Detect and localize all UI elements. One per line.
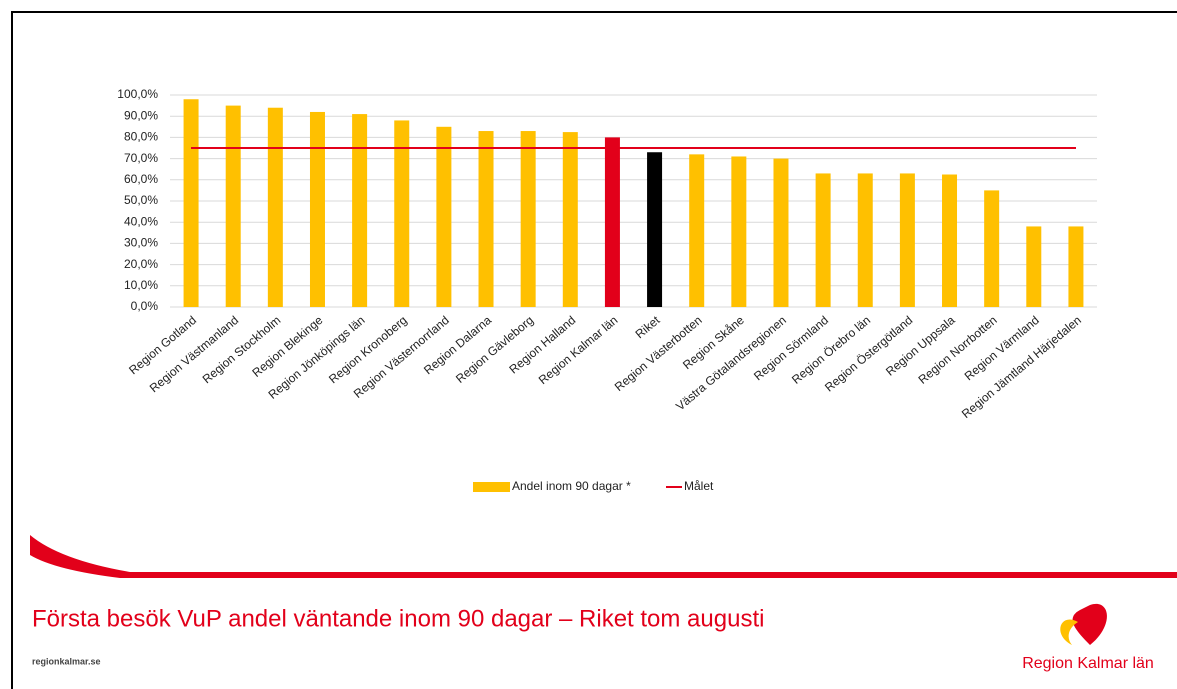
bar [394, 120, 410, 307]
legend-swatch [473, 482, 510, 492]
bar [942, 174, 958, 307]
bar [899, 173, 915, 307]
bar [562, 132, 578, 307]
bar [857, 173, 873, 307]
bar [773, 158, 789, 307]
footer-url: regionkalmar.se [32, 656, 101, 666]
bar [352, 114, 368, 307]
bar [604, 137, 620, 307]
bar [436, 126, 452, 307]
logo-heart [1072, 603, 1107, 645]
bar [984, 190, 1000, 307]
y-tick-label: 70,0% [124, 151, 158, 165]
y-tick-label: 60,0% [124, 172, 158, 186]
y-tick-label: 20,0% [124, 257, 158, 271]
legend-label: Andel inom 90 dagar * [512, 479, 631, 493]
bar [183, 99, 199, 308]
bar [478, 131, 494, 307]
y-tick-label: 100,0% [117, 87, 158, 101]
logo-leaf [1060, 619, 1078, 645]
bar [1068, 226, 1084, 307]
y-tick-label: 0,0% [131, 299, 159, 313]
footer-title: Första besök VuP andel väntande inom 90 … [32, 605, 764, 632]
bar [225, 105, 241, 307]
bar [267, 107, 283, 307]
logo-text: Region Kalmar län [1022, 655, 1154, 672]
bar [1026, 226, 1042, 307]
y-tick-label: 10,0% [124, 278, 158, 292]
bar [647, 152, 663, 307]
y-tick-label: 80,0% [124, 130, 158, 144]
y-tick-label: 40,0% [124, 214, 158, 228]
y-tick-label: 30,0% [124, 236, 158, 250]
bar [520, 131, 536, 307]
bar [731, 156, 747, 307]
y-tick-label: 50,0% [124, 193, 158, 207]
bar [815, 173, 831, 307]
y-tick-label: 90,0% [124, 108, 158, 122]
swoosh [30, 535, 1177, 578]
bar [309, 111, 325, 308]
legend-label: Målet [684, 479, 714, 493]
bar [689, 154, 705, 307]
